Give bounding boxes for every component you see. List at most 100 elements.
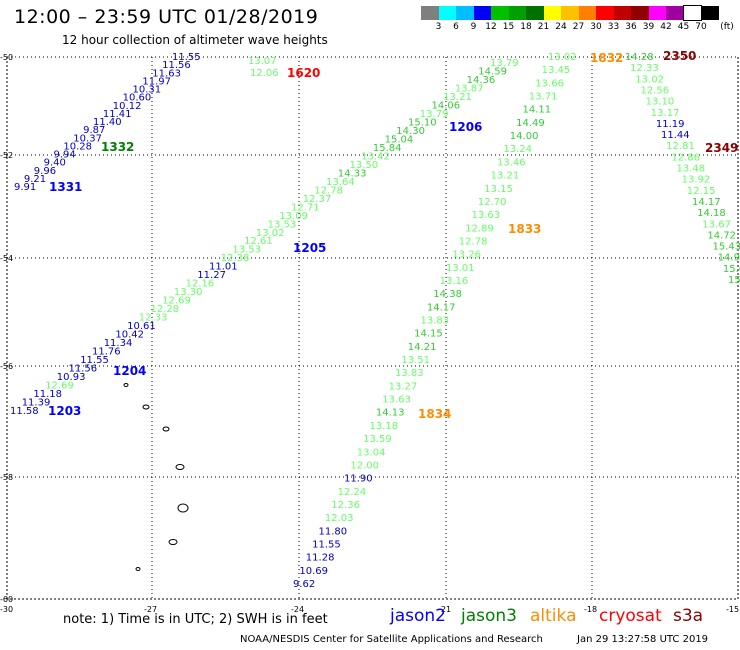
pass-time-label: 1206 <box>449 120 482 134</box>
wave-height-label: 13.07 <box>248 56 277 67</box>
wave-height-label: 9.96 <box>34 166 56 177</box>
wave-height-label: 13.63 <box>472 210 501 221</box>
page-subtitle: 12 hour collection of altimeter wave hei… <box>62 33 328 47</box>
wave-height-label: 14.72 <box>707 230 736 241</box>
wave-height-label: 11.27 <box>197 270 226 281</box>
wave-height-label: 12.33 <box>630 63 659 74</box>
footer-note: note: 1) Time is in UTC; 2) SWH is in fe… <box>63 612 328 627</box>
wave-height-label: 13.66 <box>535 78 564 89</box>
island-outline <box>135 567 141 571</box>
wave-height-label: 11.58 <box>10 406 39 417</box>
pass-time-label: 1332 <box>101 140 134 154</box>
wave-height-label: 12.61 <box>244 236 273 247</box>
wave-height-label: 10.31 <box>133 85 162 96</box>
wave-height-label: 11.19 <box>656 119 685 130</box>
wave-height-label: 13.64 <box>326 177 355 188</box>
wave-height-label: 13.83 <box>395 368 424 379</box>
color-scale-tick: 36 <box>625 22 637 32</box>
wave-height-label: 13.16 <box>440 276 469 287</box>
wave-height-label: 13.50 <box>350 160 379 171</box>
wave-height-label: 10.12 <box>113 101 142 112</box>
wave-height-label: 12.28 <box>151 304 180 315</box>
latitude-tick-label: -52 <box>0 151 13 160</box>
wave-height-label: 13.59 <box>363 434 392 445</box>
longitude-tick-label: -24 <box>291 605 304 614</box>
pass-time-label: 1331 <box>49 180 82 194</box>
legend-jason3: jason3 <box>461 606 517 626</box>
wave-height-label: 11.80 <box>319 526 348 537</box>
wave-height-label: 12.00 <box>350 460 379 471</box>
color-scale-tick: 15 <box>502 22 515 32</box>
credit-line: NOAA/NESDIS Center for Satellite Applica… <box>240 634 543 645</box>
wave-height-label: 14.06 <box>432 100 461 111</box>
wave-height-label: 14.28 <box>625 52 654 63</box>
color-swatch <box>473 6 491 20</box>
color-scale-tick: 6 <box>453 22 459 32</box>
latitude-tick-label: -58 <box>0 473 13 482</box>
longitude-tick-label: -21 <box>438 605 451 614</box>
wave-height-label: 11.40 <box>93 117 122 128</box>
wave-height-label: 12.38 <box>221 253 250 264</box>
island-outline <box>168 539 178 545</box>
pass-time-label: 1204 <box>113 364 146 378</box>
wave-height-label: 11.55 <box>172 52 201 63</box>
color-swatch <box>456 6 474 20</box>
wave-height-label: 15.84 <box>373 143 402 154</box>
color-scale-tick: 42 <box>660 22 672 32</box>
wave-height-label: 13.30 <box>174 287 203 298</box>
color-scale-bar <box>421 5 719 21</box>
wave-height-label: 11.34 <box>104 338 133 349</box>
wave-height-label: 15.10 <box>408 117 437 128</box>
color-scale-tick: 45 <box>677 22 690 32</box>
wave-height-label: 14.18 <box>697 208 726 219</box>
color-scale-tick: 18 <box>520 22 532 32</box>
pass-time-label: 1832 <box>590 51 623 65</box>
wave-height-label: 12.78 <box>314 185 343 196</box>
color-scale-tick: 70 <box>695 22 707 32</box>
wave-height-label: 11.97 <box>142 76 171 87</box>
wave-height-label: 14.9 <box>718 253 740 264</box>
island-outline <box>177 503 189 513</box>
wave-height-label: 14.13 <box>376 408 405 419</box>
wave-height-label: 10.60 <box>123 93 152 104</box>
wave-height-label: 14.30 <box>396 126 425 137</box>
legend-altika: altika <box>530 606 577 626</box>
wave-height-label: 12.56 <box>641 85 670 96</box>
wave-height-label: 11.01 <box>209 262 238 273</box>
island-outline <box>123 383 129 387</box>
wave-height-label: 11.56 <box>69 364 98 375</box>
wave-height-label: 10.69 <box>299 566 328 577</box>
wave-height-label: 12.15 <box>687 186 716 197</box>
plot-frame <box>6 56 739 600</box>
wave-height-label: 11.63 <box>152 68 181 79</box>
island-outline <box>142 404 150 410</box>
color-swatch <box>682 5 702 21</box>
wave-height-label: 13.02 <box>256 228 285 239</box>
latitude-tick-label: -56 <box>0 362 13 371</box>
wave-height-label: 12.69 <box>162 296 191 307</box>
latitude-tick-label: -60 <box>0 595 13 604</box>
island-outline <box>162 426 170 432</box>
wave-height-label: 14.38 <box>433 289 462 300</box>
pass-time-label: 1205 <box>293 241 326 255</box>
wave-height-label: 13.71 <box>529 92 558 103</box>
wave-height-label: 14.15 <box>414 329 443 340</box>
color-scale-tick: 3 <box>435 22 442 32</box>
pass-time-label: 2350 <box>663 49 696 63</box>
wave-height-label: 15.04 <box>385 134 414 145</box>
color-scale-tick: 27 <box>572 22 585 32</box>
wave-height-label: 12.78 <box>459 236 488 247</box>
wave-height-label: 9.40 <box>44 158 66 169</box>
legend-s3a: s3a <box>673 606 704 626</box>
wave-height-label: 11.39 <box>22 398 51 409</box>
color-swatch <box>421 6 439 20</box>
color-scale-unit: (ft) <box>720 22 734 32</box>
color-swatch <box>526 6 544 20</box>
longitude-tick-label: -15 <box>726 605 739 614</box>
color-swatch <box>438 6 456 20</box>
wave-height-label: 14.17 <box>427 302 456 313</box>
wave-height-label: 11.76 <box>92 347 121 358</box>
wave-height-label: 9.94 <box>54 150 76 161</box>
wave-height-label: 13.17 <box>651 108 680 119</box>
